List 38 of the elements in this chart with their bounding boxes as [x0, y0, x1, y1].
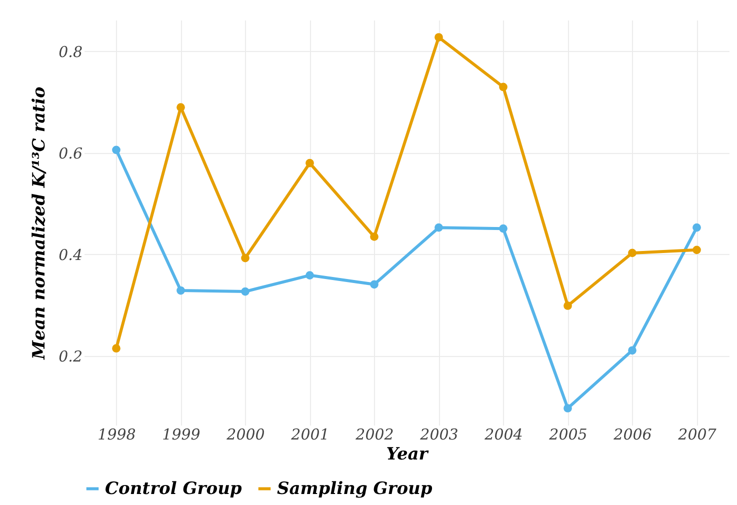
x-tick-label: 2006: [612, 426, 652, 444]
point: [176, 103, 185, 112]
point: [241, 254, 250, 262]
point: [499, 224, 508, 233]
y-tick-label: 0.2: [58, 347, 82, 366]
point: [306, 271, 314, 280]
y-tick-label: 0.4: [58, 246, 82, 264]
point: [112, 146, 120, 154]
y-axis-title: Mean normalized K/¹³C ratio: [30, 86, 50, 360]
x-tick-label: 2004: [484, 426, 523, 444]
point: [434, 33, 443, 42]
point: [499, 82, 508, 92]
point: [692, 223, 701, 232]
x-tick-label: 2007: [677, 426, 717, 444]
point: [628, 248, 636, 258]
point: [564, 302, 572, 310]
y-tick-label: 0.8: [58, 42, 82, 61]
x-tick-label: 2001: [290, 426, 330, 444]
point: [176, 286, 185, 295]
point: [241, 287, 250, 296]
point: [434, 223, 443, 232]
point: [112, 344, 120, 353]
legend-label: Control Group: [105, 478, 242, 499]
x-tick-label: 1998: [98, 426, 136, 444]
legend-label: Sampling Group: [277, 478, 432, 499]
point: [564, 404, 572, 412]
point: [306, 158, 314, 168]
x-tick-label: 2002: [354, 426, 394, 444]
x-axis-title: Year: [386, 444, 429, 464]
point: [370, 280, 378, 289]
y-tick-label: 0.6: [58, 144, 83, 162]
point: [628, 346, 636, 355]
point: [370, 232, 378, 241]
x-tick-label: 1999: [162, 426, 201, 444]
point: [692, 246, 701, 254]
x-tick-label: 2003: [419, 426, 458, 444]
x-tick-label: 2005: [548, 426, 588, 444]
x-tick-label: 2000: [226, 426, 266, 444]
